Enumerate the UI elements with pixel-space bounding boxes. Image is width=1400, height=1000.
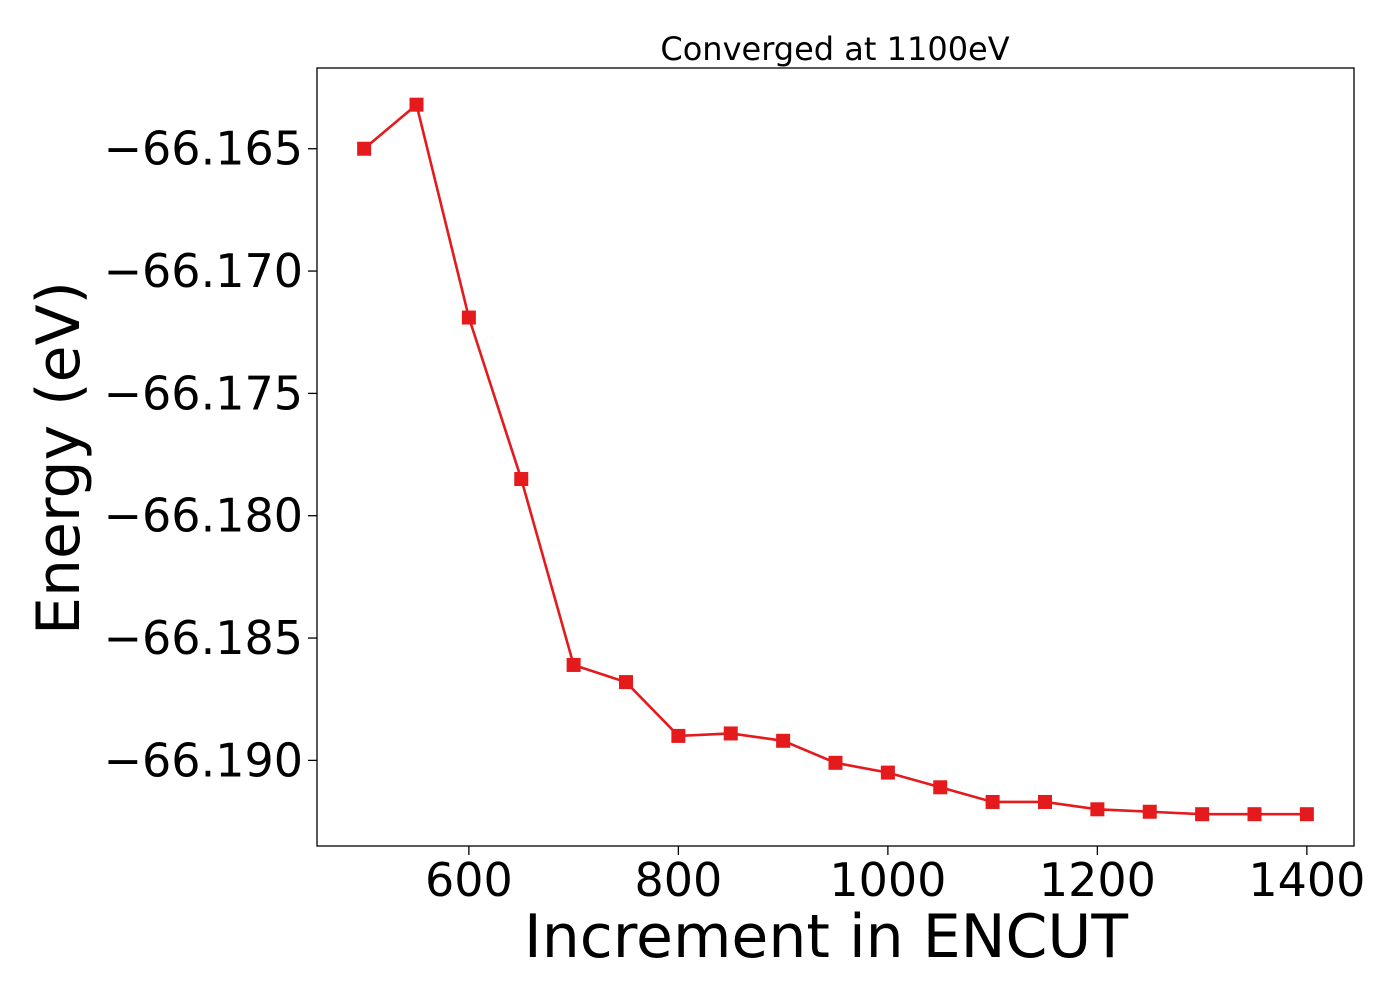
y-axis-label: Energy (eV) <box>24 281 94 635</box>
data-point <box>357 141 372 156</box>
data-point <box>619 675 634 690</box>
data-point <box>409 97 424 112</box>
y-tick-label: −66.180 <box>104 489 304 543</box>
data-point <box>723 726 738 741</box>
plot-frame <box>316 67 1355 847</box>
data-point <box>1247 807 1262 822</box>
data-point <box>985 794 1000 809</box>
y-tick-label: −66.175 <box>104 366 304 420</box>
x-tick-label: 1000 <box>829 853 946 907</box>
chart-title: Converged at 1100eV <box>660 30 1009 68</box>
data-point <box>566 657 581 672</box>
data-point <box>1037 794 1052 809</box>
y-tick-label: −66.190 <box>104 733 304 787</box>
series-layer <box>357 97 1314 822</box>
x-axis-label: Increment in ENCUT <box>524 902 1128 972</box>
x-tick-label: 1400 <box>1248 853 1365 907</box>
data-point <box>1142 804 1157 819</box>
x-axis: 600 800 1000 1200 1400 <box>425 846 1365 907</box>
data-point <box>671 728 686 743</box>
data-point <box>776 733 791 748</box>
y-tick-label: −66.170 <box>104 244 304 298</box>
data-point <box>1299 807 1314 822</box>
data-point <box>933 780 948 795</box>
x-tick-label: 600 <box>425 853 513 907</box>
plot-area <box>316 67 1355 847</box>
y-axis: −66.165 −66.170 −66.175 −66.180 −66.185 −66.1… <box>104 122 317 787</box>
data-point <box>1195 807 1210 822</box>
x-tick-label: 1200 <box>1039 853 1156 907</box>
data-point <box>1090 802 1105 817</box>
series-line <box>363 102 1307 816</box>
data-point <box>461 310 476 325</box>
y-tick-label: −66.185 <box>104 611 304 665</box>
y-tick-label: −66.165 <box>104 122 304 176</box>
data-point <box>828 755 843 770</box>
data-point <box>880 765 895 780</box>
data-point <box>514 472 529 487</box>
x-tick-label: 800 <box>634 853 722 907</box>
